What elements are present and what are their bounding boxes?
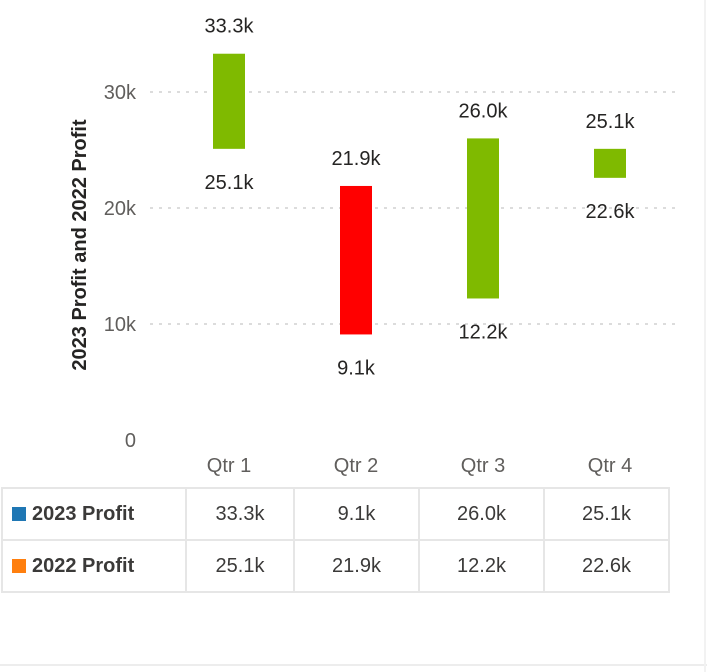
table-cell: 26.0k xyxy=(418,487,545,541)
x-axis: Qtr 1 Qtr 2 Qtr 3 Qtr 4 xyxy=(207,455,632,477)
chart-area: 0 10k 20k 30k 2023 Profit and 2022 Profit 3… xyxy=(69,16,680,477)
data-labels: 33.3k 25.1k 21.9k 9.1k 26.0k 12.2k 25.1k 22.6k xyxy=(205,16,636,380)
data-table: 2023 Profit 33.3k 9.1k 26.0k 25.1k 2022 … xyxy=(1,487,670,593)
table-row-2023: 2023 Profit 33.3k 9.1k 26.0k 25.1k xyxy=(1,487,670,541)
x-tick-label: Qtr 4 xyxy=(588,455,632,477)
data-label: 12.2k xyxy=(459,321,509,343)
series-name-2022: 2022 Profit xyxy=(32,554,135,577)
table-row-2022: 2022 Profit 25.1k 21.9k 12.2k 22.6k xyxy=(1,539,670,593)
table-cell: 33.3k xyxy=(185,487,295,541)
y-tick-label: 0 xyxy=(125,430,136,452)
x-tick-label: Qtr 3 xyxy=(461,455,505,477)
y-tick-label: 10k xyxy=(104,314,137,336)
table-cell: 21.9k xyxy=(293,539,420,593)
legend-item-2023[interactable]: 2023 Profit xyxy=(1,487,187,541)
y-axis: 0 10k 20k 30k xyxy=(104,82,137,452)
right-divider xyxy=(704,0,706,672)
x-tick-label: Qtr 2 xyxy=(334,455,378,477)
data-label: 26.0k xyxy=(459,100,509,122)
bar-qtr-2[interactable] xyxy=(340,185,372,335)
data-label: 33.3k xyxy=(205,16,255,38)
bar-qtr-1[interactable] xyxy=(213,53,245,149)
data-label: 22.6k xyxy=(586,201,636,223)
range-bar-chart: 0 10k 20k 30k 2023 Profit and 2022 Profit 3… xyxy=(69,16,680,477)
data-label: 25.1k xyxy=(205,172,255,194)
y-tick-label: 20k xyxy=(104,198,137,220)
table-cell: 12.2k xyxy=(418,539,545,593)
table-cell: 22.6k xyxy=(543,539,670,593)
bar-qtr-4[interactable] xyxy=(594,148,626,178)
data-label: 9.1k xyxy=(337,357,376,379)
series-name-2023: 2023 Profit xyxy=(32,502,135,525)
bars[interactable] xyxy=(213,53,626,335)
bar-qtr-3[interactable] xyxy=(467,138,499,299)
table-cell: 25.1k xyxy=(543,487,670,541)
y-axis-title: 2023 Profit and 2022 Profit xyxy=(69,119,91,371)
legend-swatch-2022 xyxy=(12,558,26,573)
data-label: 25.1k xyxy=(586,111,636,133)
x-tick-label: Qtr 1 xyxy=(207,455,251,477)
gridlines xyxy=(150,91,680,325)
y-tick-label: 30k xyxy=(104,82,137,104)
legend-item-2022[interactable]: 2022 Profit xyxy=(1,539,187,593)
legend-swatch-2023 xyxy=(12,506,26,521)
table-cell: 25.1k xyxy=(185,539,295,593)
bottom-divider xyxy=(0,664,707,666)
table-cell: 9.1k xyxy=(293,487,420,541)
data-label: 21.9k xyxy=(332,148,382,170)
